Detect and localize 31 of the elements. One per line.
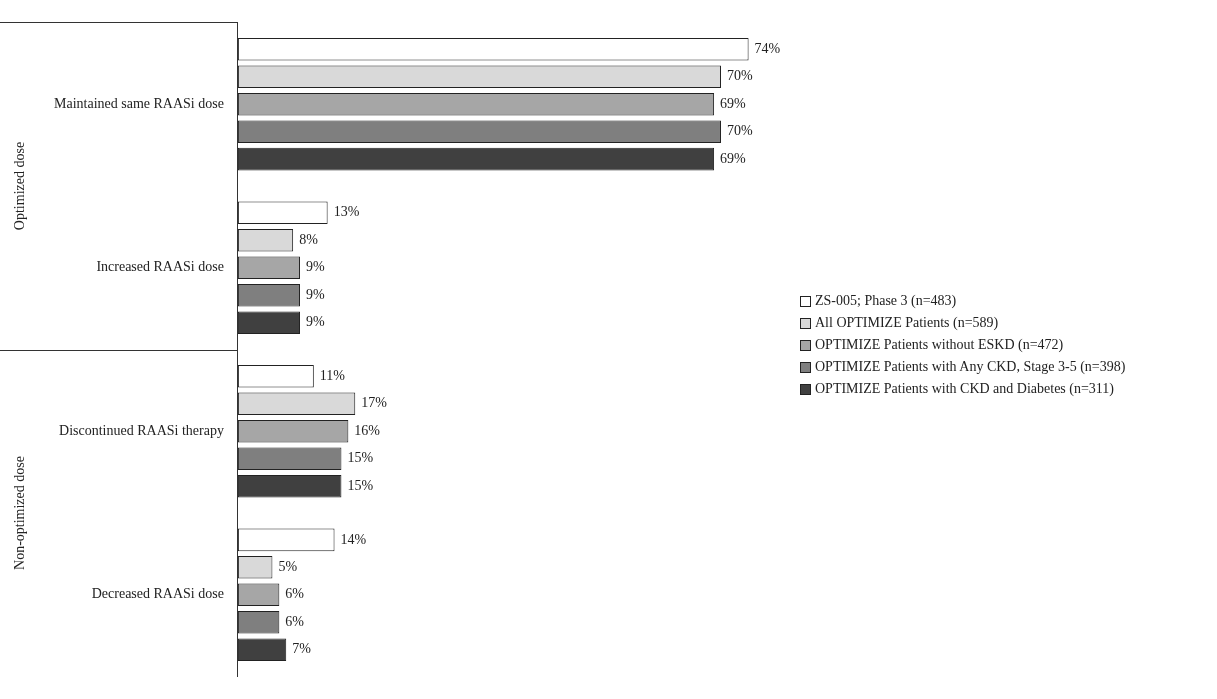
- legend-label: OPTIMIZE Patients with CKD and Diabetes (n=311): [815, 380, 1114, 398]
- data-label: 9%: [306, 259, 326, 275]
- y-tick-label: Decreased RAASi dose: [91, 586, 224, 602]
- y-tick-label: Discontinued RAASi therapy: [59, 422, 224, 438]
- data-label: 15%: [347, 450, 374, 466]
- y-tick-label: Increased RAASi dose: [96, 259, 224, 275]
- text: Optimized dose: [12, 141, 28, 231]
- data-label: 8%: [299, 231, 319, 247]
- legend-label: OPTIMIZE Patients with Any CKD, Stage 3-5 (n=398): [815, 358, 1126, 376]
- legend-label: OPTIMIZE Patients without ESKD (n=472): [815, 336, 1064, 354]
- data-label: 74%: [754, 40, 781, 56]
- data-label: 70%: [726, 123, 753, 139]
- data-label: 69%: [720, 150, 747, 166]
- data-label: 70%: [726, 68, 753, 84]
- data-label: 15%: [347, 477, 374, 493]
- data-label: 17%: [361, 395, 388, 411]
- data-label: 9%: [306, 286, 326, 302]
- data-label: 6%: [285, 613, 305, 629]
- data-label: 9%: [306, 314, 326, 330]
- data-label: 11%: [319, 367, 346, 383]
- data-label: 13%: [333, 204, 360, 220]
- data-label: 69%: [720, 95, 747, 111]
- y-tick-label: Maintained same RAASi dose: [54, 95, 224, 111]
- data-label: 16%: [354, 422, 381, 438]
- legend-label: All OPTIMIZE Patients (n=589): [815, 314, 999, 332]
- data-label: 6%: [285, 586, 305, 602]
- data-label: 5%: [278, 559, 298, 575]
- text: ZS-005; Phase 3 (n=483): [815, 292, 957, 310]
- data-label: 14%: [340, 531, 367, 547]
- text: Non-optimized dose: [12, 456, 28, 571]
- data-label: 7%: [292, 641, 312, 657]
